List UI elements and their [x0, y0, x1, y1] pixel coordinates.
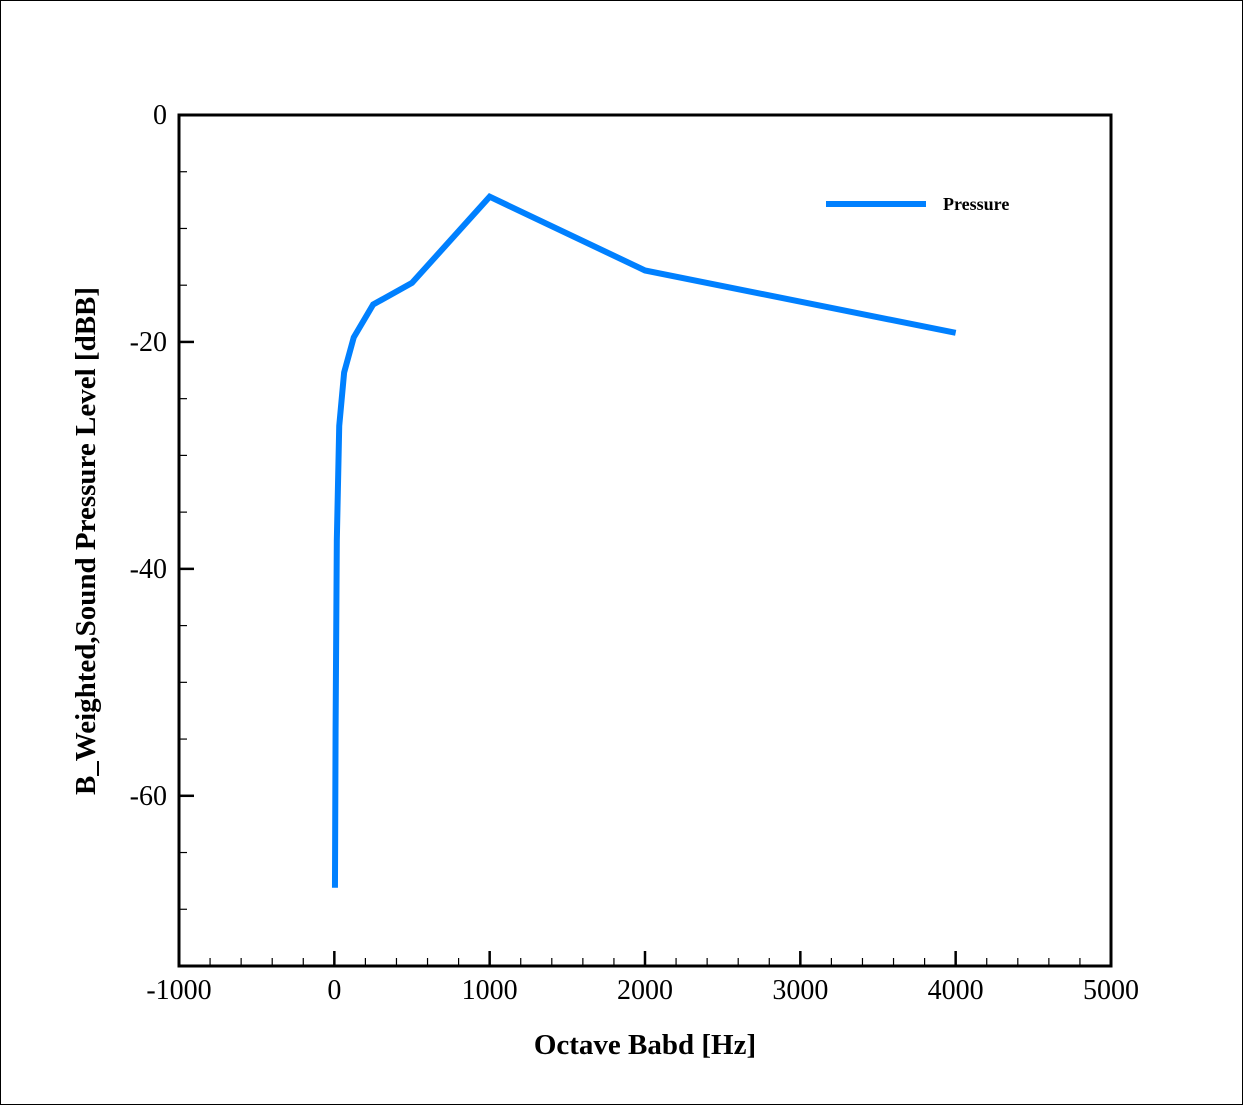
x-tick-label: 4000	[928, 975, 984, 1006]
y-axis-label: B_Weighted,Sound Pressure Level [dBB]	[70, 287, 102, 795]
x-tick-label: 5000	[1083, 975, 1139, 1006]
plot-frame	[179, 115, 1111, 966]
x-tick-label: 0	[327, 975, 341, 1006]
x-axis-label: Octave Babd [Hz]	[534, 1029, 756, 1061]
x-tick-label: 1000	[462, 975, 518, 1006]
x-tick-label: -1000	[146, 975, 211, 1006]
x-tick-label: 2000	[617, 975, 673, 1006]
x-tick-label: 3000	[772, 975, 828, 1006]
y-tick-label: -20	[130, 327, 167, 358]
legend-label: Pressure	[943, 194, 1009, 214]
series-line-pressure	[335, 197, 956, 888]
legend: Pressure	[826, 194, 1009, 214]
y-tick-label: -60	[130, 781, 167, 812]
y-tick-label: 0	[153, 100, 167, 131]
y-tick-label: -40	[130, 554, 167, 585]
